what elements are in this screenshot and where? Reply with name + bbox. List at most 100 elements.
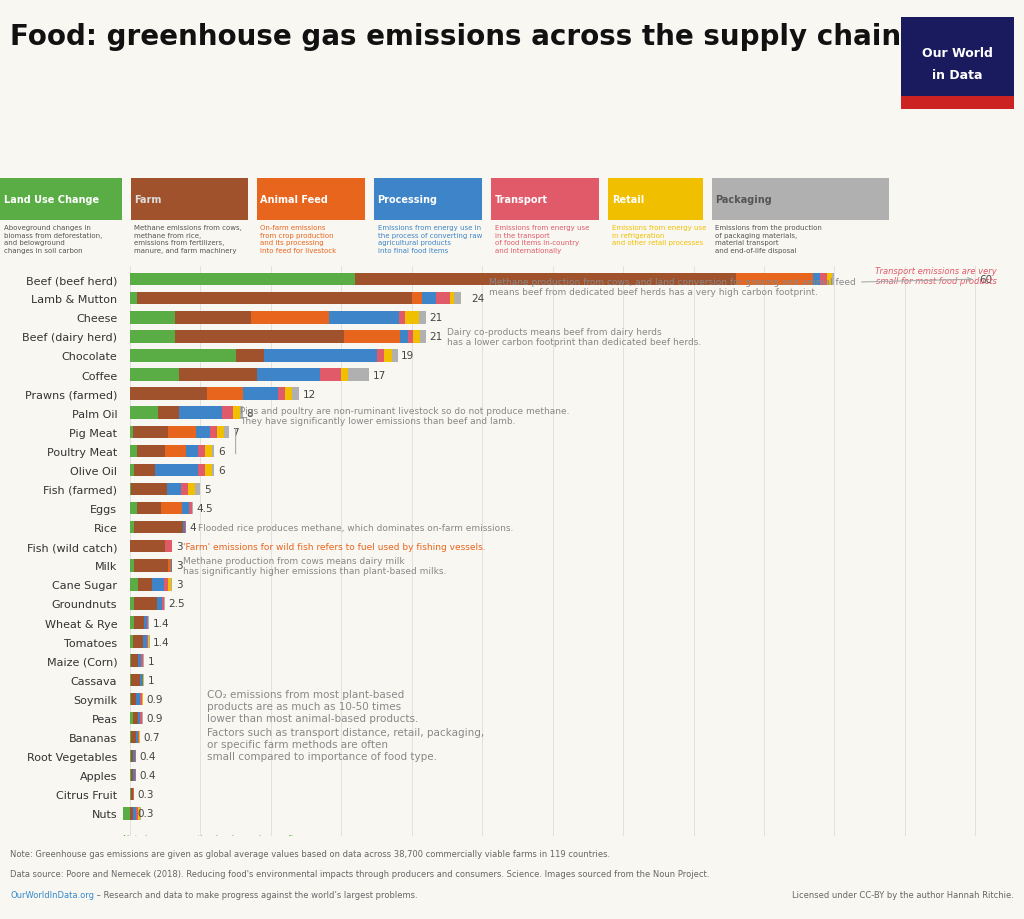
Bar [189, 503, 191, 515]
Bar [165, 445, 186, 458]
Bar [130, 654, 131, 667]
Bar [131, 693, 136, 705]
Text: Farm: Farm [134, 195, 162, 205]
Bar [163, 597, 164, 610]
Bar [130, 750, 131, 763]
Bar [243, 388, 278, 401]
Bar [191, 503, 194, 515]
Bar [399, 312, 404, 324]
Bar [134, 560, 168, 572]
Text: 21: 21 [429, 332, 442, 342]
Text: Retail: Retail [612, 195, 644, 205]
Text: Data source: Poore and Nemecek (2018). Reducing food's environmental impacts thr: Data source: Poore and Nemecek (2018). R… [10, 869, 710, 879]
Bar [195, 483, 201, 495]
Text: Methane emissions from cows,
methane from rice,
emissions from fertilizers,
manu: Methane emissions from cows, methane fro… [134, 225, 242, 254]
Text: 1.4: 1.4 [154, 618, 170, 628]
Text: Packaging: Packaging [716, 195, 772, 205]
Text: 17: 17 [373, 370, 386, 380]
Text: 6: 6 [218, 465, 224, 475]
Bar [419, 312, 426, 324]
Bar [130, 712, 133, 724]
Bar [130, 369, 179, 381]
Bar [161, 503, 182, 515]
Bar [130, 674, 131, 686]
Bar [130, 540, 165, 553]
Text: Emissions from energy use
in the transport
of food items in-country
and internat: Emissions from energy use in the transpo… [495, 225, 589, 254]
Text: 2.5: 2.5 [169, 599, 185, 608]
Text: Dairy co-products means beef from dairy herds
has a lower carbon footprint than : Dairy co-products means beef from dairy … [446, 327, 701, 346]
Text: Land Use Change: Land Use Change [4, 195, 98, 205]
Text: Nuts have a negative land use change figure
because nut trees are currently repl: Nuts have a negative land use change fig… [123, 834, 344, 864]
Bar [130, 579, 138, 591]
Bar [130, 312, 175, 324]
Bar [450, 293, 454, 305]
Text: 3: 3 [176, 580, 182, 590]
Bar [140, 807, 141, 820]
Text: 0.4: 0.4 [139, 751, 156, 761]
Bar [131, 769, 133, 781]
Text: 24: 24 [472, 294, 484, 304]
Bar [168, 579, 171, 591]
Bar [133, 769, 135, 781]
FancyBboxPatch shape [131, 179, 248, 221]
Bar [130, 769, 131, 781]
Bar [144, 617, 146, 629]
Text: Methane production from cows, and land conversion for grazing and animal feed
me: Methane production from cows, and land c… [489, 278, 972, 297]
Text: 12: 12 [302, 389, 315, 399]
Bar [355, 274, 736, 286]
Text: Flooded rice produces methane, which dominates on-farm emissions.: Flooded rice produces methane, which dom… [198, 523, 513, 532]
Bar [130, 350, 236, 362]
Bar [198, 445, 205, 458]
Bar [198, 464, 205, 477]
Text: Methane production from cows means dairy milk
has significantly higher emissions: Methane production from cows means dairy… [183, 556, 446, 575]
Bar [321, 369, 341, 381]
Bar [179, 369, 257, 381]
Bar [435, 293, 450, 305]
Text: 0.3: 0.3 [137, 809, 155, 819]
Bar [392, 350, 397, 362]
Text: in Data: in Data [932, 69, 983, 82]
Bar [278, 388, 285, 401]
Bar [901, 96, 1014, 110]
Text: Emissions from energy use
in refrigeration
and other retail processes: Emissions from energy use in refrigerati… [612, 225, 707, 246]
FancyBboxPatch shape [374, 179, 482, 221]
Bar [164, 579, 168, 591]
Text: 0.3: 0.3 [137, 789, 155, 800]
Bar [210, 426, 217, 438]
Bar [171, 560, 172, 572]
Text: 'Farm' emissions for wild fish refers to fuel used by fishing vessels.: 'Farm' emissions for wild fish refers to… [183, 542, 486, 551]
Bar [141, 654, 142, 667]
Bar [827, 274, 831, 286]
FancyBboxPatch shape [0, 179, 122, 221]
Bar [138, 654, 141, 667]
Bar [168, 560, 171, 572]
Text: 0.4: 0.4 [139, 770, 156, 780]
Bar [292, 388, 299, 401]
Bar [167, 483, 180, 495]
Bar [187, 483, 195, 495]
Text: 8: 8 [246, 408, 253, 418]
FancyBboxPatch shape [492, 179, 599, 221]
FancyBboxPatch shape [257, 179, 365, 221]
Bar [175, 312, 251, 324]
Text: Food: greenhouse gas emissions across the supply chain: Food: greenhouse gas emissions across th… [10, 23, 901, 51]
Bar [94, 807, 130, 820]
Text: 6: 6 [218, 447, 224, 457]
Bar [133, 712, 138, 724]
Bar [158, 407, 179, 419]
Text: Pigs and poultry are non-ruminant livestock so do not produce methane.
They have: Pigs and poultry are non-ruminant livest… [240, 406, 569, 425]
Text: 21: 21 [429, 313, 442, 323]
FancyBboxPatch shape [608, 179, 702, 221]
Text: 4: 4 [189, 523, 197, 533]
Bar [344, 331, 400, 343]
Text: 4.5: 4.5 [197, 504, 213, 514]
Bar [142, 636, 146, 648]
Bar [131, 731, 135, 743]
Bar [136, 807, 138, 820]
FancyBboxPatch shape [712, 179, 890, 221]
Bar [130, 445, 137, 458]
Text: 3: 3 [176, 561, 182, 571]
Bar [130, 597, 134, 610]
Bar [130, 789, 131, 800]
Bar [130, 388, 208, 401]
